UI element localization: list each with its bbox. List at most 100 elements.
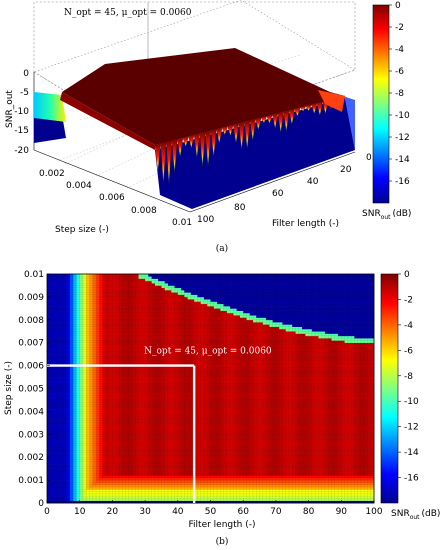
heatmap-cell xyxy=(47,278,51,282)
heatmap-plot: N_opt = 45, μ_opt = 0.0060 0 10 20 30 40 50 60… xyxy=(4,270,383,530)
heatmap-cell xyxy=(187,280,192,284)
heatmap-cell xyxy=(89,418,94,421)
heatmap-cell xyxy=(138,299,143,302)
heatmap-cell xyxy=(105,466,110,469)
heatmap-cell xyxy=(197,452,201,456)
heatmap-cell xyxy=(190,370,195,373)
heatmap-cell xyxy=(69,438,74,442)
heatmap-cell xyxy=(203,331,208,334)
heatmap-cell xyxy=(128,402,133,405)
heatmap-cell xyxy=(197,441,201,444)
heatmap-cell xyxy=(112,290,116,293)
heatmap-cell xyxy=(73,374,77,378)
heatmap-cell xyxy=(73,379,77,382)
heatmap-cell xyxy=(184,315,188,318)
heatmap-cell xyxy=(161,393,166,396)
heatmap-cell xyxy=(151,418,156,421)
heatmap-cell xyxy=(109,276,113,279)
heatmap-cell xyxy=(63,470,67,474)
heatmap-cell xyxy=(122,422,126,426)
heatmap-cell xyxy=(122,340,126,343)
heatmap-cell xyxy=(203,429,208,433)
heatmap-cell xyxy=(197,331,201,334)
heatmap-cell xyxy=(112,331,116,334)
heatmap-cell xyxy=(151,301,156,305)
heatmap-cell xyxy=(89,347,94,350)
heatmap-cell xyxy=(135,349,139,353)
heatmap-cell xyxy=(112,413,116,417)
heatmap-cell xyxy=(118,347,123,350)
heatmap-cell xyxy=(184,493,188,497)
heatmap-cell xyxy=(89,296,94,300)
heatmap-cell xyxy=(151,349,156,353)
heatmap-cell xyxy=(164,402,169,405)
heatmap-cell xyxy=(132,482,136,485)
heatmap-cell xyxy=(47,436,51,440)
heatmap-cell xyxy=(115,402,120,405)
heatmap-cell xyxy=(200,372,205,376)
heatmap-cell xyxy=(194,491,198,495)
heatmap-cell xyxy=(118,411,123,414)
heatmap-cell xyxy=(145,466,149,469)
heatmap-cell xyxy=(76,477,80,481)
heatmap-cell xyxy=(171,434,175,437)
heatmap-cell xyxy=(203,422,208,426)
heatmap-cell xyxy=(63,397,67,401)
heatmap-cell xyxy=(128,365,133,369)
heatmap-cell xyxy=(50,397,54,401)
heatmap-cell xyxy=(190,397,195,401)
heatmap-cell xyxy=(184,326,188,330)
heatmap-cell xyxy=(135,317,139,321)
heatmap-cell xyxy=(190,340,195,343)
heatmap-cell xyxy=(171,429,175,433)
heatmap-cell xyxy=(151,441,156,444)
heatmap-cell xyxy=(79,464,84,467)
heatmap-cell xyxy=(105,393,110,396)
heatmap-cell xyxy=(200,482,205,485)
heatmap-cell xyxy=(60,338,64,341)
ripple-spike xyxy=(311,102,318,115)
heatmap-cell xyxy=(109,344,113,348)
heatmap-cell xyxy=(53,466,58,469)
heatmap-cell xyxy=(115,480,120,483)
heatmap-cell xyxy=(118,496,123,499)
heatmap-cell xyxy=(164,351,169,355)
heatmap-cell xyxy=(60,397,64,401)
heatmap-cell xyxy=(53,381,58,385)
heatmap-cell xyxy=(60,331,64,334)
heatmap-cell xyxy=(177,450,182,453)
heatmap-cell xyxy=(197,434,201,437)
heatmap-cell xyxy=(96,319,100,323)
heatmap-cell xyxy=(86,326,90,330)
heatmap-cell xyxy=(203,425,208,428)
heatmap-cell xyxy=(47,466,51,469)
heatmap-cell xyxy=(125,496,130,499)
heatmap-cell xyxy=(82,399,87,403)
heatmap-cell xyxy=(184,285,188,289)
heatmap-cell xyxy=(177,484,182,488)
heatmap-cell xyxy=(69,299,74,302)
heatmap-cell xyxy=(203,438,208,442)
heatmap-cell xyxy=(171,443,175,447)
heatmap-cell xyxy=(135,312,139,316)
heatmap-cell xyxy=(89,434,94,437)
heatmap-cell xyxy=(76,459,80,463)
heatmap-cell xyxy=(194,445,198,449)
heatmap-cell xyxy=(92,365,97,369)
heatmap-cell xyxy=(154,315,159,318)
heatmap-cell xyxy=(60,308,64,311)
heatmap-cell xyxy=(109,441,113,444)
heatmap-cell xyxy=(86,450,90,453)
heatmap-cell xyxy=(105,381,110,385)
heatmap-cell xyxy=(171,395,175,398)
heatmap-cell xyxy=(73,489,77,492)
heatmap-cell xyxy=(135,496,139,499)
heatmap-cell xyxy=(148,328,152,332)
heatmap-cell xyxy=(187,427,192,431)
heatmap-cell xyxy=(102,470,107,474)
heatmap-cell xyxy=(181,409,185,412)
heatmap-cell xyxy=(50,338,54,341)
heatmap-cell xyxy=(109,319,113,323)
heatmap-cell xyxy=(60,301,64,305)
heatmap-cell xyxy=(50,473,54,476)
